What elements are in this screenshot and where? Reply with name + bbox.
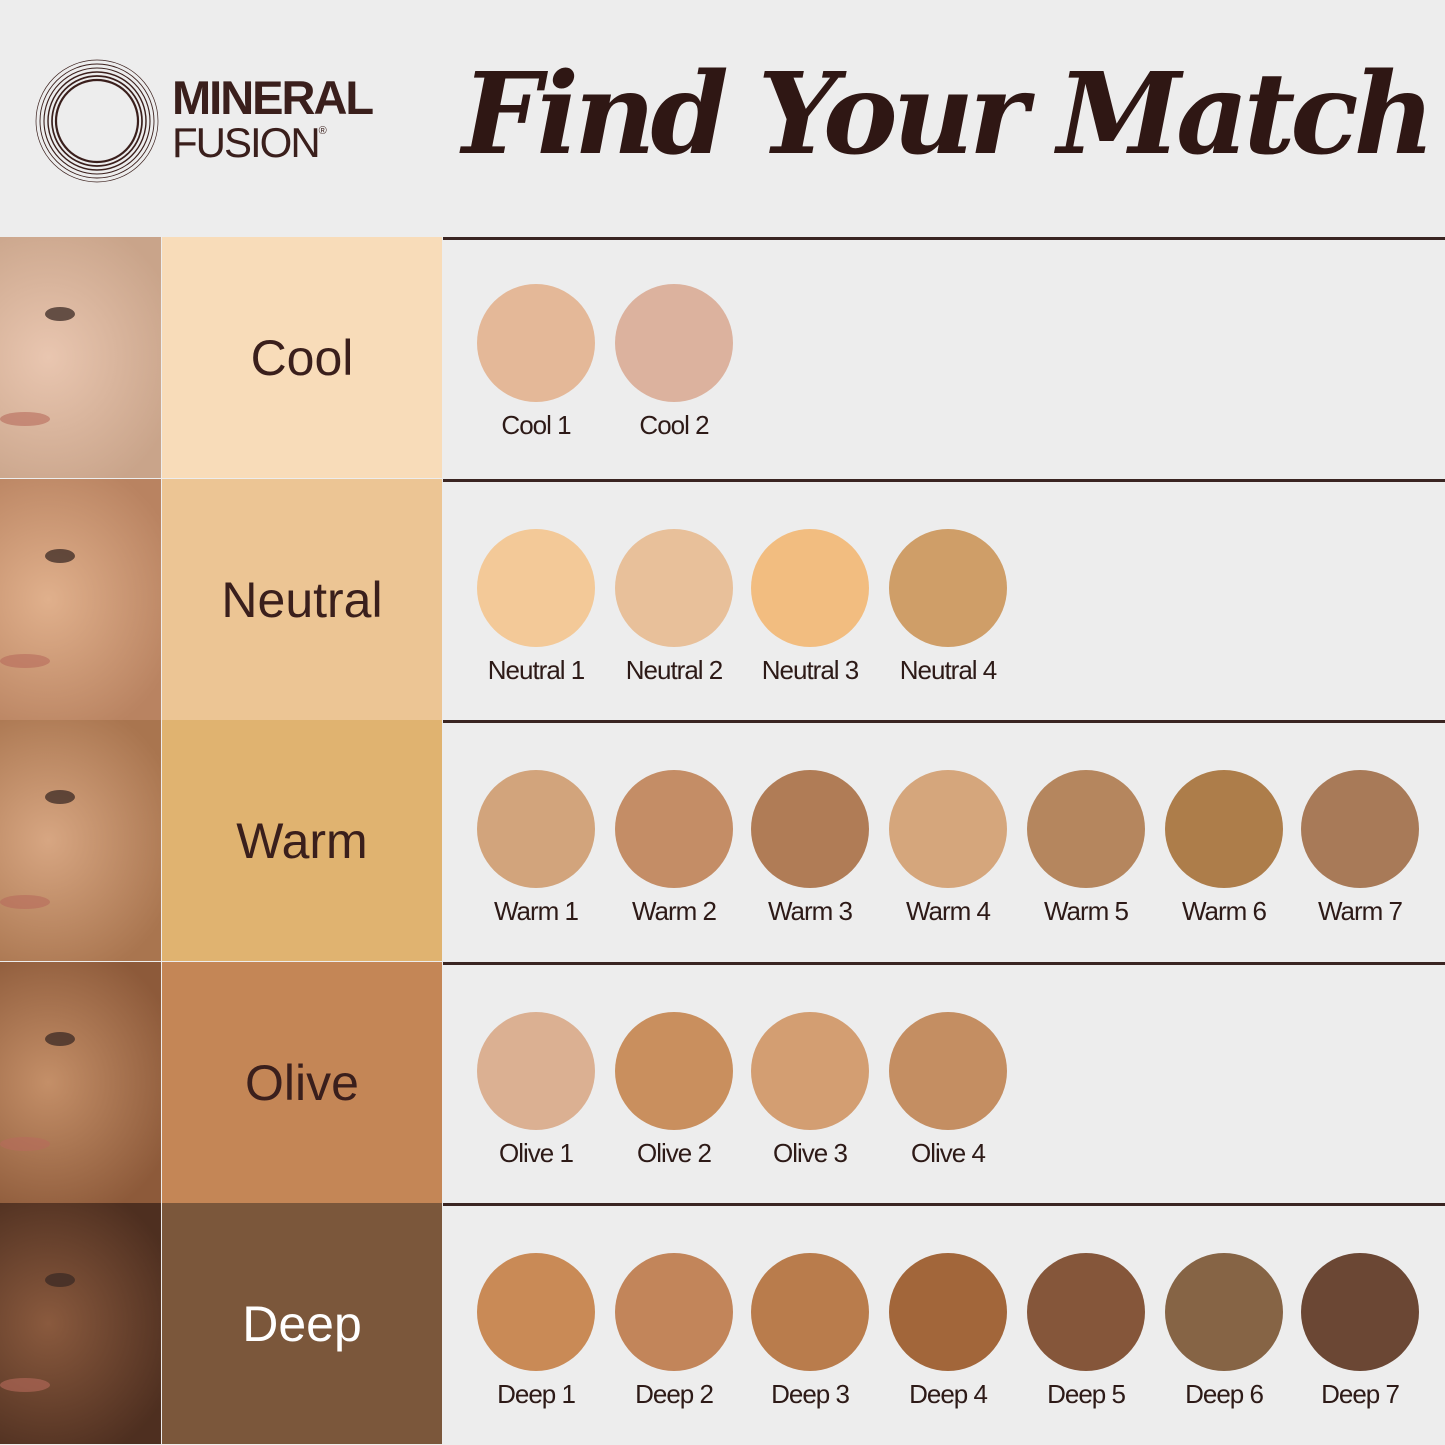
shade-swatch[interactable] (889, 1012, 1007, 1130)
shade-swatch[interactable] (889, 529, 1007, 647)
shade-label: Neutral 1 (487, 655, 586, 685)
tone-row-olive: Olive Olive 1 Olive 2 Olive 3 Olive 4 (0, 962, 1445, 1203)
model-photo (0, 720, 161, 961)
shade-swatch[interactable] (751, 1253, 869, 1371)
shade-label: Warm 5 (1043, 896, 1129, 926)
row-divider (443, 479, 1445, 482)
tone-label: Deep (162, 1203, 442, 1444)
shade-label: Warm 4 (905, 896, 991, 926)
shade-label: Deep 6 (1185, 1379, 1264, 1409)
model-photo (0, 479, 161, 720)
eye-shape (45, 1032, 75, 1046)
page-title: Find Your Match (462, 49, 1435, 180)
shade-swatch[interactable] (615, 1253, 733, 1371)
shade-swatch[interactable] (477, 1253, 595, 1371)
model-photo (0, 237, 161, 478)
tone-label: Neutral (162, 479, 442, 720)
shade-swatch[interactable] (615, 770, 733, 888)
shade-label: Olive 3 (773, 1138, 848, 1168)
shade-swatch[interactable] (889, 770, 1007, 888)
shade-swatch[interactable] (615, 529, 733, 647)
brand-line2: FUSION® (172, 119, 327, 166)
row-divider (443, 720, 1445, 723)
shade-label: Warm 2 (631, 896, 717, 926)
shade-swatch[interactable] (1165, 770, 1283, 888)
registered-mark: ® (318, 125, 327, 137)
shade-swatch[interactable] (477, 284, 595, 402)
shade-label: Olive 1 (499, 1138, 574, 1168)
brand-line2-text: FUSION (172, 119, 321, 166)
shade-swatch[interactable] (477, 770, 595, 888)
shade-label: Deep 2 (635, 1379, 714, 1409)
shade-label: Neutral 4 (899, 655, 998, 685)
brand-line1: MINERAL (172, 71, 374, 124)
tone-label: Cool (162, 237, 442, 478)
shade-swatch[interactable] (477, 529, 595, 647)
model-photo (0, 1203, 161, 1444)
shade-label: Deep 7 (1321, 1379, 1400, 1409)
shade-label: Deep 3 (771, 1379, 850, 1409)
shade-label: Warm 3 (767, 896, 853, 926)
shade-swatch[interactable] (615, 284, 733, 402)
lip-shape (0, 895, 50, 909)
shade-label: Deep 4 (909, 1379, 988, 1409)
eye-shape (45, 549, 75, 563)
shade-label: Cool 2 (639, 410, 709, 440)
shade-swatch[interactable] (751, 529, 869, 647)
shade-swatch[interactable] (477, 1012, 595, 1130)
shade-label: Warm 6 (1181, 896, 1267, 926)
shade-label: Warm 7 (1317, 896, 1403, 926)
row-divider (443, 1203, 1445, 1206)
tone-row-cool: Cool Cool 1 Cool 2 (0, 237, 1445, 478)
shade-swatch[interactable] (1027, 770, 1145, 888)
shade-swatch[interactable] (751, 770, 869, 888)
shade-label: Olive 4 (911, 1138, 986, 1168)
shade-label: Cool 1 (501, 410, 571, 440)
tone-label: Warm (162, 720, 442, 961)
shade-swatch[interactable] (615, 1012, 733, 1130)
row-divider (443, 237, 1445, 240)
logo-rings-icon (35, 59, 159, 183)
shade-swatch[interactable] (1301, 770, 1419, 888)
eye-shape (45, 790, 75, 804)
shade-swatch[interactable] (1165, 1253, 1283, 1371)
shade-swatch[interactable] (1027, 1253, 1145, 1371)
shade-label: Olive 2 (637, 1138, 712, 1168)
lip-shape (0, 654, 50, 668)
eye-shape (45, 307, 75, 321)
tone-row-warm: Warm Warm 1 Warm 2 Warm 3 Warm 4 Warm 5 … (0, 720, 1445, 961)
eye-shape (45, 1273, 75, 1287)
model-photo (0, 962, 161, 1203)
shade-label: Deep 1 (497, 1379, 576, 1409)
lip-shape (0, 412, 50, 426)
shade-swatch[interactable] (889, 1253, 1007, 1371)
tone-row-deep: Deep Deep 1 Deep 2 Deep 3 Deep 4 Deep 5 … (0, 1203, 1445, 1444)
shade-label: Neutral 2 (625, 655, 724, 685)
lip-shape (0, 1137, 50, 1151)
shade-swatch[interactable] (1301, 1253, 1419, 1371)
shade-swatch[interactable] (751, 1012, 869, 1130)
tone-row-neutral: Neutral Neutral 1 Neutral 2 Neutral 3 Ne… (0, 479, 1445, 720)
brand-logo: MINERAL FUSION® (34, 58, 414, 184)
tone-label: Olive (162, 962, 442, 1203)
row-divider (443, 962, 1445, 965)
lip-shape (0, 1378, 50, 1392)
shade-label: Warm 1 (493, 896, 579, 926)
shade-label: Deep 5 (1047, 1379, 1126, 1409)
shade-label: Neutral 3 (761, 655, 860, 685)
